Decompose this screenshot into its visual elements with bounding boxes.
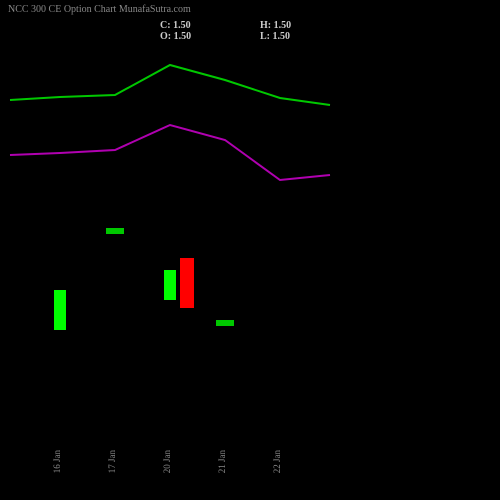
- x-axis-label: 16 Jan: [52, 450, 62, 474]
- ohlc-close-open: C: 1.50 O: 1.50: [160, 20, 191, 42]
- ohlc-high-low: H: 1.50 L: 1.50: [260, 20, 291, 42]
- candle: [164, 270, 176, 300]
- x-axis-label: 20 Jan: [162, 450, 172, 474]
- label-low: L: 1.50: [260, 31, 290, 42]
- label-high: H: 1.50: [260, 20, 291, 31]
- candle: [106, 228, 124, 234]
- candle: [216, 320, 234, 326]
- label-open: O: 1.50: [160, 31, 191, 42]
- candle: [54, 290, 66, 330]
- x-axis-label: 21 Jan: [217, 450, 227, 474]
- options-chart: 16 Jan 17 Jan 20 Jan 21 Jan 22 Jan NCC 300 C…: [0, 0, 500, 500]
- x-axis-label: 17 Jan: [107, 450, 117, 474]
- x-axis-label: 22 Jan: [272, 450, 282, 474]
- chart-title: NCC 300 CE Option Chart MunafaSutra.com: [8, 4, 191, 15]
- label-close: C: 1.50: [160, 20, 191, 31]
- chart-canvas: 16 Jan 17 Jan 20 Jan 21 Jan 22 Jan: [0, 0, 500, 500]
- candle: [180, 258, 194, 308]
